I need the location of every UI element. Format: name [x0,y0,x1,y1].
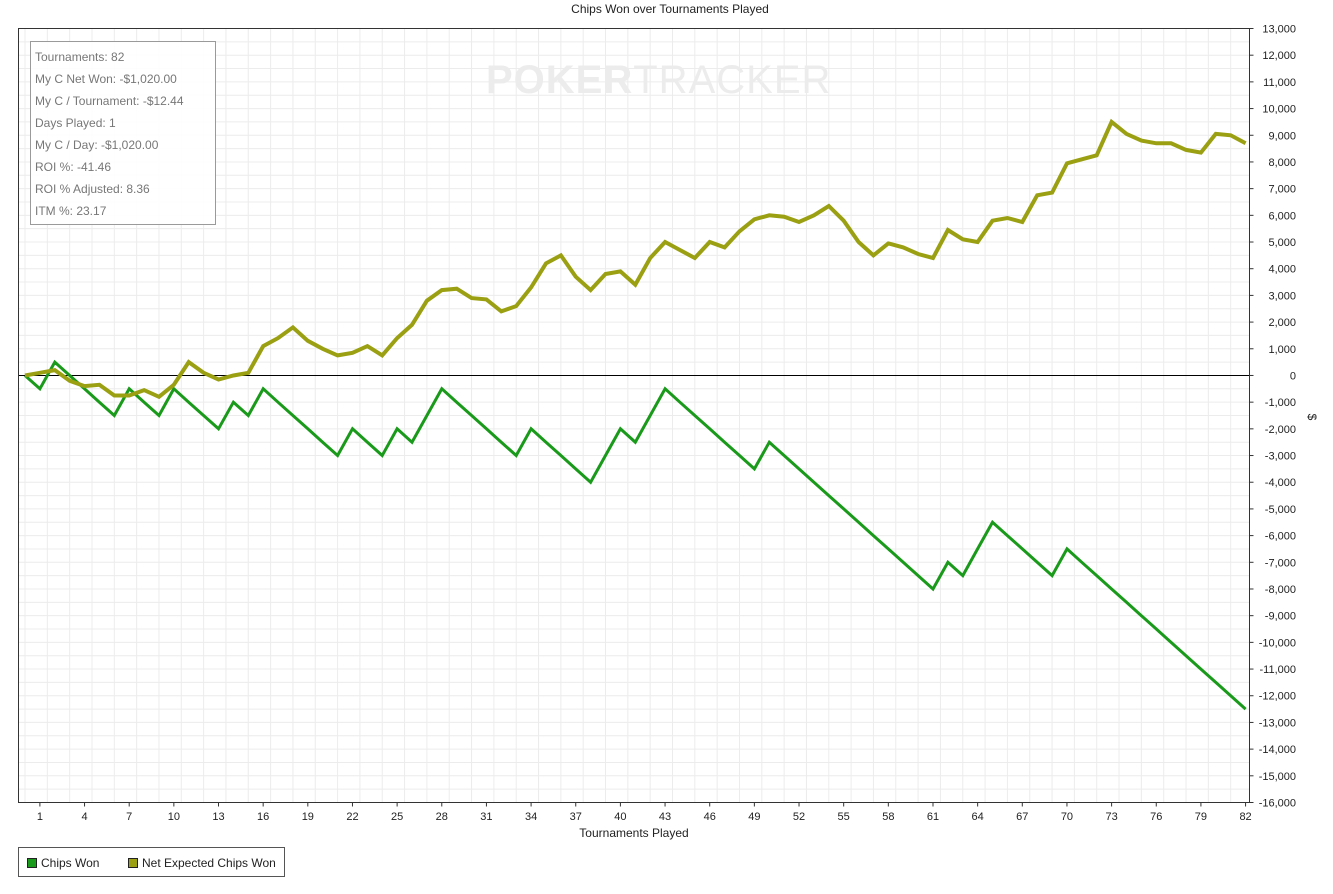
y-tick-label: -1,000 [1265,397,1296,409]
x-tick-label: 55 [838,811,850,823]
x-tick-label: 19 [302,811,314,823]
y-tick-label: 1,000 [1268,344,1296,356]
x-tick-label: 58 [882,811,894,823]
y-tick-label: -7,000 [1265,557,1296,569]
y-tick-label: 5,000 [1268,237,1296,249]
x-tick-label: 13 [212,811,224,823]
y-tick-label: 2,000 [1268,317,1296,329]
y-tick-label: -5,000 [1265,504,1296,516]
series-line-chips-won [24,359,1247,711]
watermark-part2: TRACKER [633,58,832,102]
plot-frame [18,28,1250,803]
legend-swatch-chips-won [27,858,37,868]
stat-per-day: My C / Day: -$1,020.00 [35,138,159,152]
x-tick-label: 37 [570,811,582,823]
x-tick-label: 7 [126,811,132,823]
y-axis-label: $ [1305,414,1319,421]
x-tick-label: 70 [1061,811,1073,823]
x-tick-label: 4 [81,811,87,823]
x-tick-label: 1 [37,811,43,823]
legend-label-chips-won: Chips Won [41,856,100,870]
pokertracker-watermark: POKERTRACKER [486,58,831,103]
y-tick-label: 0 [1290,370,1296,382]
series-layer [24,118,1247,711]
x-tick-label: 52 [793,811,805,823]
x-ticks: 1 4 7 10 13 16 19 22 25 28 31 34 37 40 43 46 49 52 55 58 61 6… [37,802,1252,823]
y-tick-label: -3,000 [1265,451,1296,463]
x-tick-label: 43 [659,811,671,823]
x-tick-label: 61 [927,811,939,823]
y-tick-label: 3,000 [1268,290,1296,302]
stat-tournaments: Tournaments: 82 [35,50,125,64]
y-tick-label: 13,000 [1262,24,1296,36]
y-tick-label: 8,000 [1268,157,1296,169]
y-tick-label: -14,000 [1259,744,1296,756]
stats-box: Tournaments: 82 My C Net Won: -$1,020.00… [30,41,216,225]
y-tick-label: -9,000 [1265,611,1296,623]
y-tick-label: 11,000 [1263,77,1296,89]
x-tick-label: 28 [436,811,448,823]
legend-item-chips-won[interactable]: Chips Won [27,856,99,870]
y-tick-label: 10,000 [1262,104,1296,116]
y-tick-label: -6,000 [1265,531,1296,543]
x-tick-label: 31 [480,811,492,823]
chart-title: Chips Won over Tournaments Played [571,2,769,16]
y-ticks: 13,000 12,000 11,000 10,000 9,000 8,000 7,000 6… [1249,24,1297,810]
y-tick-label: -15,000 [1259,771,1296,783]
stat-net-won: My C Net Won: -$1,020.00 [35,72,177,86]
y-tick-label: -12,000 [1259,691,1296,703]
y-tick-label: 4,000 [1268,264,1296,276]
y-tick-label: 6,000 [1268,210,1296,222]
x-tick-label: 79 [1195,811,1207,823]
x-tick-label: 34 [525,811,537,823]
legend-item-net-expected[interactable]: Net Expected Chips Won [128,856,276,870]
x-axis-label: Tournaments Played [579,826,688,840]
stat-itm: ITM %: 23.17 [35,204,107,218]
y-tick-label: 12,000 [1262,50,1296,62]
y-tick-label: -10,000 [1259,637,1296,649]
legend-label-net-expected: Net Expected Chips Won [142,856,276,870]
y-tick-label: -8,000 [1265,584,1296,596]
stat-roi-adjusted: ROI % Adjusted: 8.36 [35,182,150,196]
series-line-net-expected-chips-won [24,118,1247,400]
x-tick-label: 73 [1105,811,1117,823]
x-tick-label: 25 [391,811,403,823]
legend-swatch-net-expected [128,858,138,868]
y-tick-label: -13,000 [1259,717,1296,729]
x-tick-label: 46 [704,811,716,823]
legend: Chips Won Net Expected Chips Won [18,847,285,877]
x-tick-label: 76 [1150,811,1162,823]
x-tick-label: 22 [346,811,358,823]
y-tick-label: -16,000 [1259,798,1296,810]
x-tick-label: 82 [1239,811,1251,823]
stat-per-tournament: My C / Tournament: -$12.44 [35,94,184,108]
x-tick-label: 40 [614,811,626,823]
x-tick-label: 49 [748,811,760,823]
x-tick-label: 67 [1016,811,1028,823]
watermark-part1: POKER [486,58,634,102]
x-tick-label: 10 [168,811,180,823]
grid [18,28,1250,803]
stat-roi: ROI %: -41.46 [35,160,112,174]
y-tick-label: -4,000 [1265,477,1296,489]
y-tick-label: 9,000 [1268,130,1296,142]
x-tick-label: 64 [972,811,984,823]
stat-days-played: Days Played: 1 [35,116,116,130]
x-tick-label: 16 [257,811,269,823]
y-tick-label: 7,000 [1268,184,1296,196]
y-tick-label: -2,000 [1265,424,1296,436]
y-tick-label: -11,000 [1260,664,1297,676]
